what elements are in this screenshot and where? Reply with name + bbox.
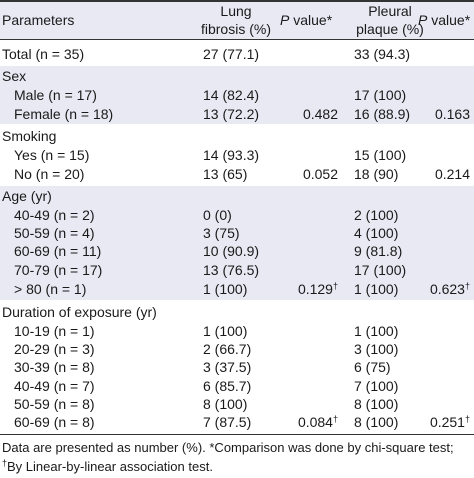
d60-label: 60-69 (n = 8) bbox=[14, 414, 95, 430]
total-plaque: 33 (94.3) bbox=[354, 46, 411, 62]
age80-p1: 0.129† bbox=[280, 281, 338, 298]
group-smoking: Smoking Yes (n = 15) 14 (93.3) 15 (100) … bbox=[0, 126, 474, 184]
d40-label: 40-49 (n = 7) bbox=[14, 378, 95, 394]
d30-label: 30-39 (n = 8) bbox=[14, 359, 95, 375]
no-p1: 0.052 bbox=[302, 166, 338, 182]
header-p-value-2: P value* bbox=[418, 11, 470, 29]
male-label: Male (n = 17) bbox=[14, 87, 97, 103]
header-lung-fibrosis: Lung fibrosis (%) bbox=[186, 2, 286, 38]
duration-label: Duration of exposure (yr) bbox=[2, 304, 157, 320]
d60-p1: 0.084† bbox=[280, 414, 338, 431]
group-age: Age (yr) 40-49 (n = 2) 0 (0) 2 (100) 50-… bbox=[0, 186, 474, 300]
total-lung: 27 (77.1) bbox=[203, 46, 260, 62]
d20-lung: 2 (66.7) bbox=[203, 341, 252, 357]
yes-label: Yes (n = 15) bbox=[14, 147, 90, 163]
d60-plaque: 8 (100) bbox=[354, 414, 399, 430]
yes-lung: 14 (93.3) bbox=[203, 147, 260, 163]
female-p2: 0.163 bbox=[434, 106, 470, 122]
age40-label: 40-49 (n = 2) bbox=[14, 207, 95, 223]
age60-label: 60-69 (n = 11) bbox=[14, 243, 102, 259]
bottom-rule bbox=[0, 434, 474, 435]
header-p-rest: value* bbox=[289, 12, 333, 28]
header-lung-line1: Lung bbox=[220, 3, 252, 19]
header-lung-line2: fibrosis (%) bbox=[200, 21, 271, 37]
age80-p2-dagger: † bbox=[464, 281, 470, 291]
no-lung: 13 (65) bbox=[203, 166, 248, 182]
age50-lung: 3 (75) bbox=[203, 225, 240, 241]
age70-plaque: 17 (100) bbox=[354, 262, 407, 278]
female-plaque: 16 (88.9) bbox=[354, 106, 411, 122]
header-p2-italic: P bbox=[418, 12, 428, 28]
header-plaque-line2: plaque (%) bbox=[356, 21, 424, 37]
age40-lung: 0 (0) bbox=[203, 207, 232, 223]
no-p2: 0.214 bbox=[434, 166, 470, 182]
female-lung: 13 (72.2) bbox=[203, 106, 260, 122]
total-label: Total (n = 35) bbox=[2, 46, 85, 62]
d10-label: 10-19 (n = 1) bbox=[14, 323, 95, 339]
header-p-italic: P bbox=[280, 12, 290, 28]
d20-plaque: 3 (100) bbox=[354, 341, 399, 357]
female-label: Female (n = 18) bbox=[14, 106, 114, 122]
yes-plaque: 15 (100) bbox=[354, 147, 407, 163]
age80-label: > 80 (n = 1) bbox=[14, 281, 87, 297]
d60-p2-dagger: † bbox=[464, 414, 470, 424]
d50-label: 50-59 (n = 8) bbox=[14, 396, 95, 412]
age60-plaque: 9 (81.8) bbox=[354, 243, 403, 259]
d10-lung: 1 (100) bbox=[203, 323, 248, 339]
header-p2-rest: value* bbox=[427, 12, 471, 28]
d20-label: 20-29 (n = 3) bbox=[14, 341, 95, 357]
age80-p2-value: 0.623 bbox=[429, 281, 465, 297]
group-sex: Sex Male (n = 17) 14 (82.4) 17 (100) Fem… bbox=[0, 66, 474, 124]
header-rule bbox=[0, 39, 474, 40]
d60-p2-value: 0.251 bbox=[429, 414, 465, 430]
d60-p1-dagger: † bbox=[332, 414, 338, 424]
header-pleural-plaque: Pleural plaque (%) bbox=[340, 2, 440, 38]
smoking-label: Smoking bbox=[2, 128, 57, 144]
d30-lung: 3 (37.5) bbox=[203, 359, 252, 375]
footnote-part1: Data are presented as number (%). *Compa… bbox=[2, 440, 454, 455]
d30-plaque: 6 (75) bbox=[354, 359, 391, 375]
male-lung: 14 (82.4) bbox=[203, 87, 260, 103]
age80-p1-dagger: † bbox=[332, 281, 338, 291]
age80-lung: 1 (100) bbox=[203, 281, 248, 297]
age80-p2: 0.623† bbox=[410, 281, 470, 298]
footnote: Data are presented as number (%). *Compa… bbox=[2, 438, 472, 476]
d40-plaque: 7 (100) bbox=[354, 378, 399, 394]
age80-p1-value: 0.129 bbox=[297, 281, 333, 297]
d40-lung: 6 (85.7) bbox=[203, 378, 252, 394]
d50-plaque: 8 (100) bbox=[354, 396, 399, 412]
age70-lung: 13 (76.5) bbox=[203, 262, 260, 278]
no-label: No (n = 20) bbox=[14, 166, 85, 182]
header-parameters: Parameters bbox=[2, 12, 75, 28]
sex-label: Sex bbox=[2, 68, 27, 84]
header-row: Parameters Lung fibrosis (%) P value* Pl… bbox=[0, 2, 474, 39]
header-plaque-line1: Pleural bbox=[368, 3, 412, 19]
age40-plaque: 2 (100) bbox=[354, 207, 399, 223]
footnote-part2: By Linear-by-linear association test. bbox=[7, 459, 213, 474]
d60-p2: 0.251† bbox=[410, 414, 470, 431]
group-duration: Duration of exposure (yr) 10-19 (n = 1) … bbox=[0, 302, 474, 433]
male-plaque: 17 (100) bbox=[354, 87, 407, 103]
d60-p1-value: 0.084 bbox=[297, 414, 333, 430]
age80-plaque: 1 (100) bbox=[354, 281, 399, 297]
age70-label: 70-79 (n = 17) bbox=[14, 262, 103, 278]
d10-plaque: 1 (100) bbox=[354, 323, 399, 339]
no-plaque: 18 (90) bbox=[354, 166, 399, 182]
d60-lung: 7 (87.5) bbox=[203, 414, 252, 430]
age50-plaque: 4 (100) bbox=[354, 225, 399, 241]
age-label: Age (yr) bbox=[2, 188, 52, 204]
top-rule bbox=[0, 0, 474, 2]
header-p-value-1: P value* bbox=[280, 11, 332, 29]
age50-label: 50-59 (n = 4) bbox=[14, 225, 95, 241]
row-total: Total (n = 35) 27 (77.1) 33 (94.3) bbox=[0, 44, 474, 64]
female-p1: 0.482 bbox=[302, 106, 338, 122]
d50-lung: 8 (100) bbox=[203, 396, 248, 412]
footnote-dagger: † bbox=[2, 458, 8, 468]
age60-lung: 10 (90.9) bbox=[203, 243, 260, 259]
